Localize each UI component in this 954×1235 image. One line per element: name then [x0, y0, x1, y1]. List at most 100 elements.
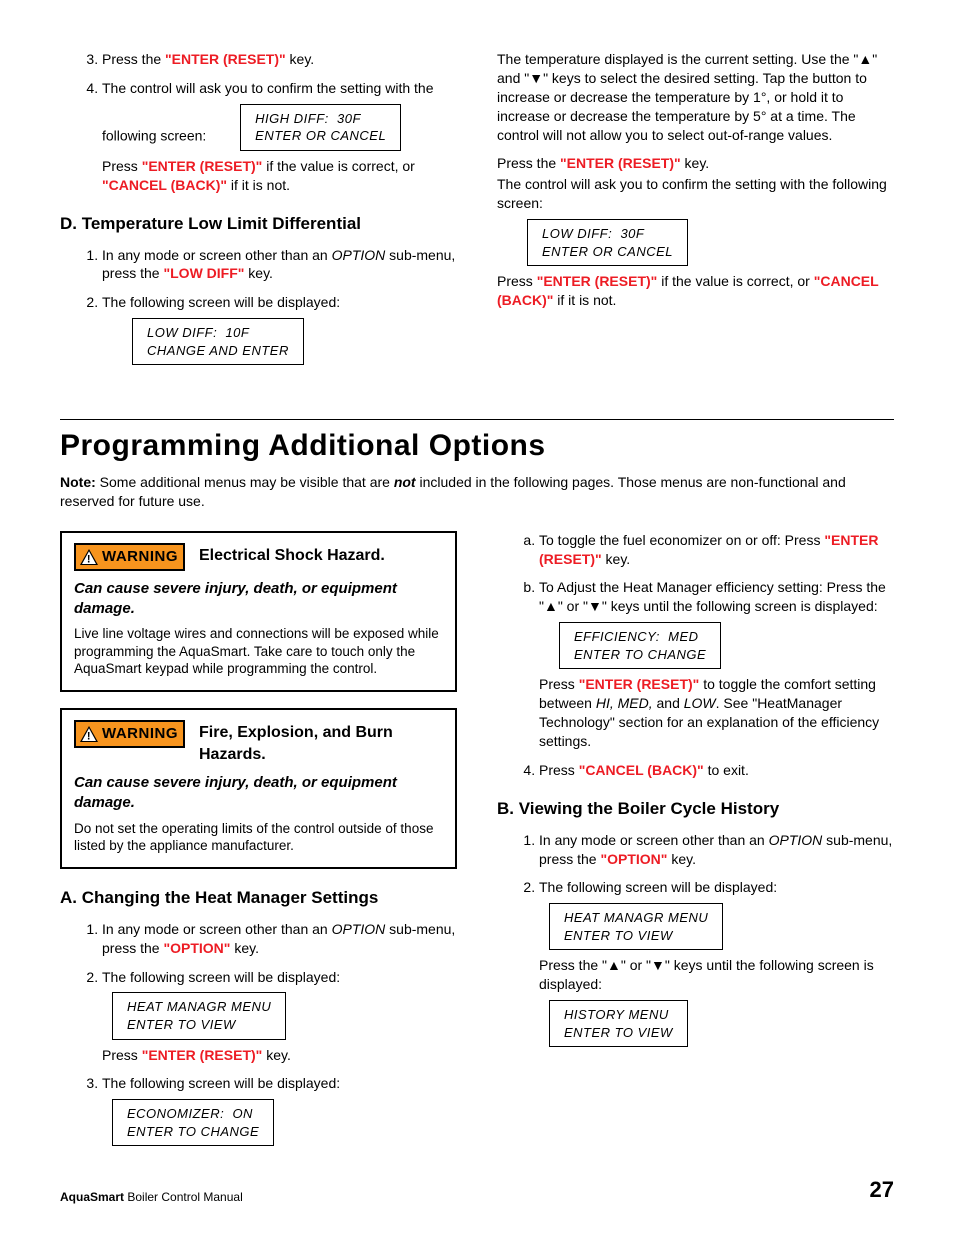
text: Press	[102, 1047, 142, 1063]
emphasis: not	[394, 474, 416, 490]
text: if the value is correct, or	[657, 273, 813, 289]
lcd-line: ENTER TO VIEW	[564, 928, 673, 943]
warning-header: ! WARNING Electrical Shock Hazard.	[74, 543, 443, 571]
text: and	[653, 695, 684, 711]
text: key.	[230, 940, 259, 956]
list-item: In any mode or screen other than an OPTI…	[102, 920, 457, 958]
lcd-line: LOW DIFF: 30F	[542, 226, 644, 241]
lcd-line: ENTER TO VIEW	[127, 1017, 236, 1032]
text: Some additional menus may be visible tha…	[96, 474, 394, 490]
lower-columns: ! WARNING Electrical Shock Hazard. Can c…	[60, 531, 894, 1163]
key-label: "CANCEL (BACK)"	[579, 762, 704, 778]
page-heading: Programming Additional Options	[60, 426, 894, 467]
text: key.	[667, 851, 696, 867]
key-label: "CANCEL (BACK)"	[102, 177, 227, 193]
top-columns: Press the "ENTER (RESET)" key. The contr…	[60, 50, 894, 381]
key-label: "ENTER (RESET)"	[165, 51, 286, 67]
key-label: "ENTER (RESET)"	[579, 676, 700, 692]
key-label: "LOW DIFF"	[163, 265, 244, 281]
section-a-heading: A. Changing the Heat Manager Settings	[60, 887, 457, 910]
warning-body: Do not set the operating limits of the c…	[74, 820, 443, 855]
text: Press "ENTER (RESET)" if the value is co…	[102, 157, 457, 195]
text: Press	[539, 762, 579, 778]
note-label: Note:	[60, 474, 96, 490]
section-a-list-cont: Press "CANCEL (BACK)" to exit.	[497, 761, 894, 780]
text: Press the	[102, 51, 165, 67]
lcd-display: HIGH DIFF: 30F ENTER OR CANCEL	[240, 104, 401, 151]
warning-body: Live line voltage wires and connections …	[74, 625, 443, 678]
text: In any mode or screen other than an	[102, 247, 332, 263]
text: Press	[497, 273, 537, 289]
lcd-line: ECONOMIZER: ON	[127, 1106, 253, 1121]
warning-header: ! WARNING Fire, Explosion, and Burn Haza…	[74, 720, 443, 765]
text: Press	[539, 676, 579, 692]
lower-left-col: ! WARNING Electrical Shock Hazard. Can c…	[60, 531, 457, 1163]
list-item: The following screen will be displayed: …	[102, 293, 457, 371]
warning-subtitle: Can cause severe injury, death, or equip…	[74, 773, 443, 814]
sublist-ab: To toggle the fuel economizer on or off:…	[497, 531, 894, 751]
text: if the value is correct, or	[262, 158, 415, 174]
text: In any mode or screen other than an	[539, 832, 769, 848]
text: key.	[286, 51, 315, 67]
list-item: The following screen will be displayed: …	[539, 878, 894, 1053]
key-label: "ENTER (RESET)"	[142, 1047, 263, 1063]
key-label: "OPTION"	[600, 851, 667, 867]
option-word: OPTION	[332, 247, 386, 263]
text: To Adjust the Heat Manager efficiency se…	[539, 579, 886, 614]
warning-badge: ! WARNING	[74, 720, 185, 748]
list-item: In any mode or screen other than an OPTI…	[539, 831, 894, 869]
key-label: "ENTER (RESET)"	[537, 273, 658, 289]
list-item: The following screen will be displayed: …	[102, 1074, 457, 1152]
section-b-heading: B. Viewing the Boiler Cycle History	[497, 798, 894, 821]
lcd-line: LOW DIFF: 10F	[147, 325, 249, 340]
svg-text:!: !	[87, 731, 91, 743]
text: if it is not.	[227, 177, 290, 193]
list-item: To toggle the fuel economizer on or off:…	[539, 531, 894, 569]
text: Press "ENTER (RESET)" if the value is co…	[497, 272, 894, 310]
lcd-display: LOW DIFF: 10F CHANGE AND ENTER	[132, 318, 304, 365]
page-footer: AquaSmart Boiler Control Manual 27	[60, 1175, 894, 1205]
lcd-display: HISTORY MENU ENTER TO VIEW	[549, 1000, 688, 1047]
section-divider	[60, 419, 894, 420]
text: key.	[602, 551, 631, 567]
warning-badge: ! WARNING	[74, 543, 185, 571]
lcd-line: HISTORY MENU	[564, 1007, 669, 1022]
key-label: "ENTER (RESET)"	[142, 158, 263, 174]
text: The following screen will be displayed:	[102, 294, 340, 310]
text: Press "ENTER (RESET)" key.	[102, 1046, 457, 1065]
text: To toggle the fuel economizer on or off:…	[539, 532, 824, 548]
top-left-list: Press the "ENTER (RESET)" key. The contr…	[60, 50, 457, 195]
lcd-line: CHANGE AND ENTER	[147, 343, 289, 358]
section-b-list: In any mode or screen other than an OPTI…	[497, 831, 894, 1054]
section-d-heading: D. Temperature Low Limit Differential	[60, 213, 457, 236]
text: Press the	[497, 155, 560, 171]
lcd-display: LOW DIFF: 30F ENTER OR CANCEL	[527, 219, 688, 266]
list-item: To Adjust the Heat Manager efficiency se…	[539, 578, 894, 750]
list-item: Press "CANCEL (BACK)" to exit.	[539, 761, 894, 780]
lcd-line: HEAT MANAGR MENU	[127, 999, 271, 1014]
key-label: "ENTER (RESET)"	[560, 155, 681, 171]
footer-product: AquaSmart	[60, 1190, 124, 1204]
warning-box-electrical: ! WARNING Electrical Shock Hazard. Can c…	[60, 531, 457, 692]
footer-title: AquaSmart Boiler Control Manual	[60, 1189, 243, 1205]
top-left-col: Press the "ENTER (RESET)" key. The contr…	[60, 50, 457, 381]
text: In any mode or screen other than an	[102, 921, 332, 937]
key-label: "OPTION"	[163, 940, 230, 956]
lcd-display: ECONOMIZER: ON ENTER TO CHANGE	[112, 1099, 274, 1146]
text: to exit.	[704, 762, 749, 778]
option-word: OPTION	[332, 921, 386, 937]
text: The following screen will be displayed:	[102, 969, 340, 985]
lcd-display: HEAT MANAGR MENU ENTER TO VIEW	[549, 903, 723, 950]
text: Press "ENTER (RESET)" to toggle the comf…	[539, 675, 894, 751]
list-item: The control will ask you to confirm the …	[102, 79, 457, 195]
lcd-line: ENTER OR CANCEL	[255, 128, 386, 143]
list-item: Press the "ENTER (RESET)" key.	[102, 50, 457, 69]
warning-title: Electrical Shock Hazard.	[199, 543, 385, 567]
warning-badge-text: WARNING	[102, 547, 178, 567]
warning-badge-text: WARNING	[102, 724, 178, 744]
section-a-list: In any mode or screen other than an OPTI…	[60, 920, 457, 1153]
option-word: OPTION	[769, 832, 823, 848]
lcd-line: ENTER TO CHANGE	[127, 1124, 259, 1139]
text: key.	[244, 265, 273, 281]
section-d-list: In any mode or screen other than an OPTI…	[60, 246, 457, 372]
